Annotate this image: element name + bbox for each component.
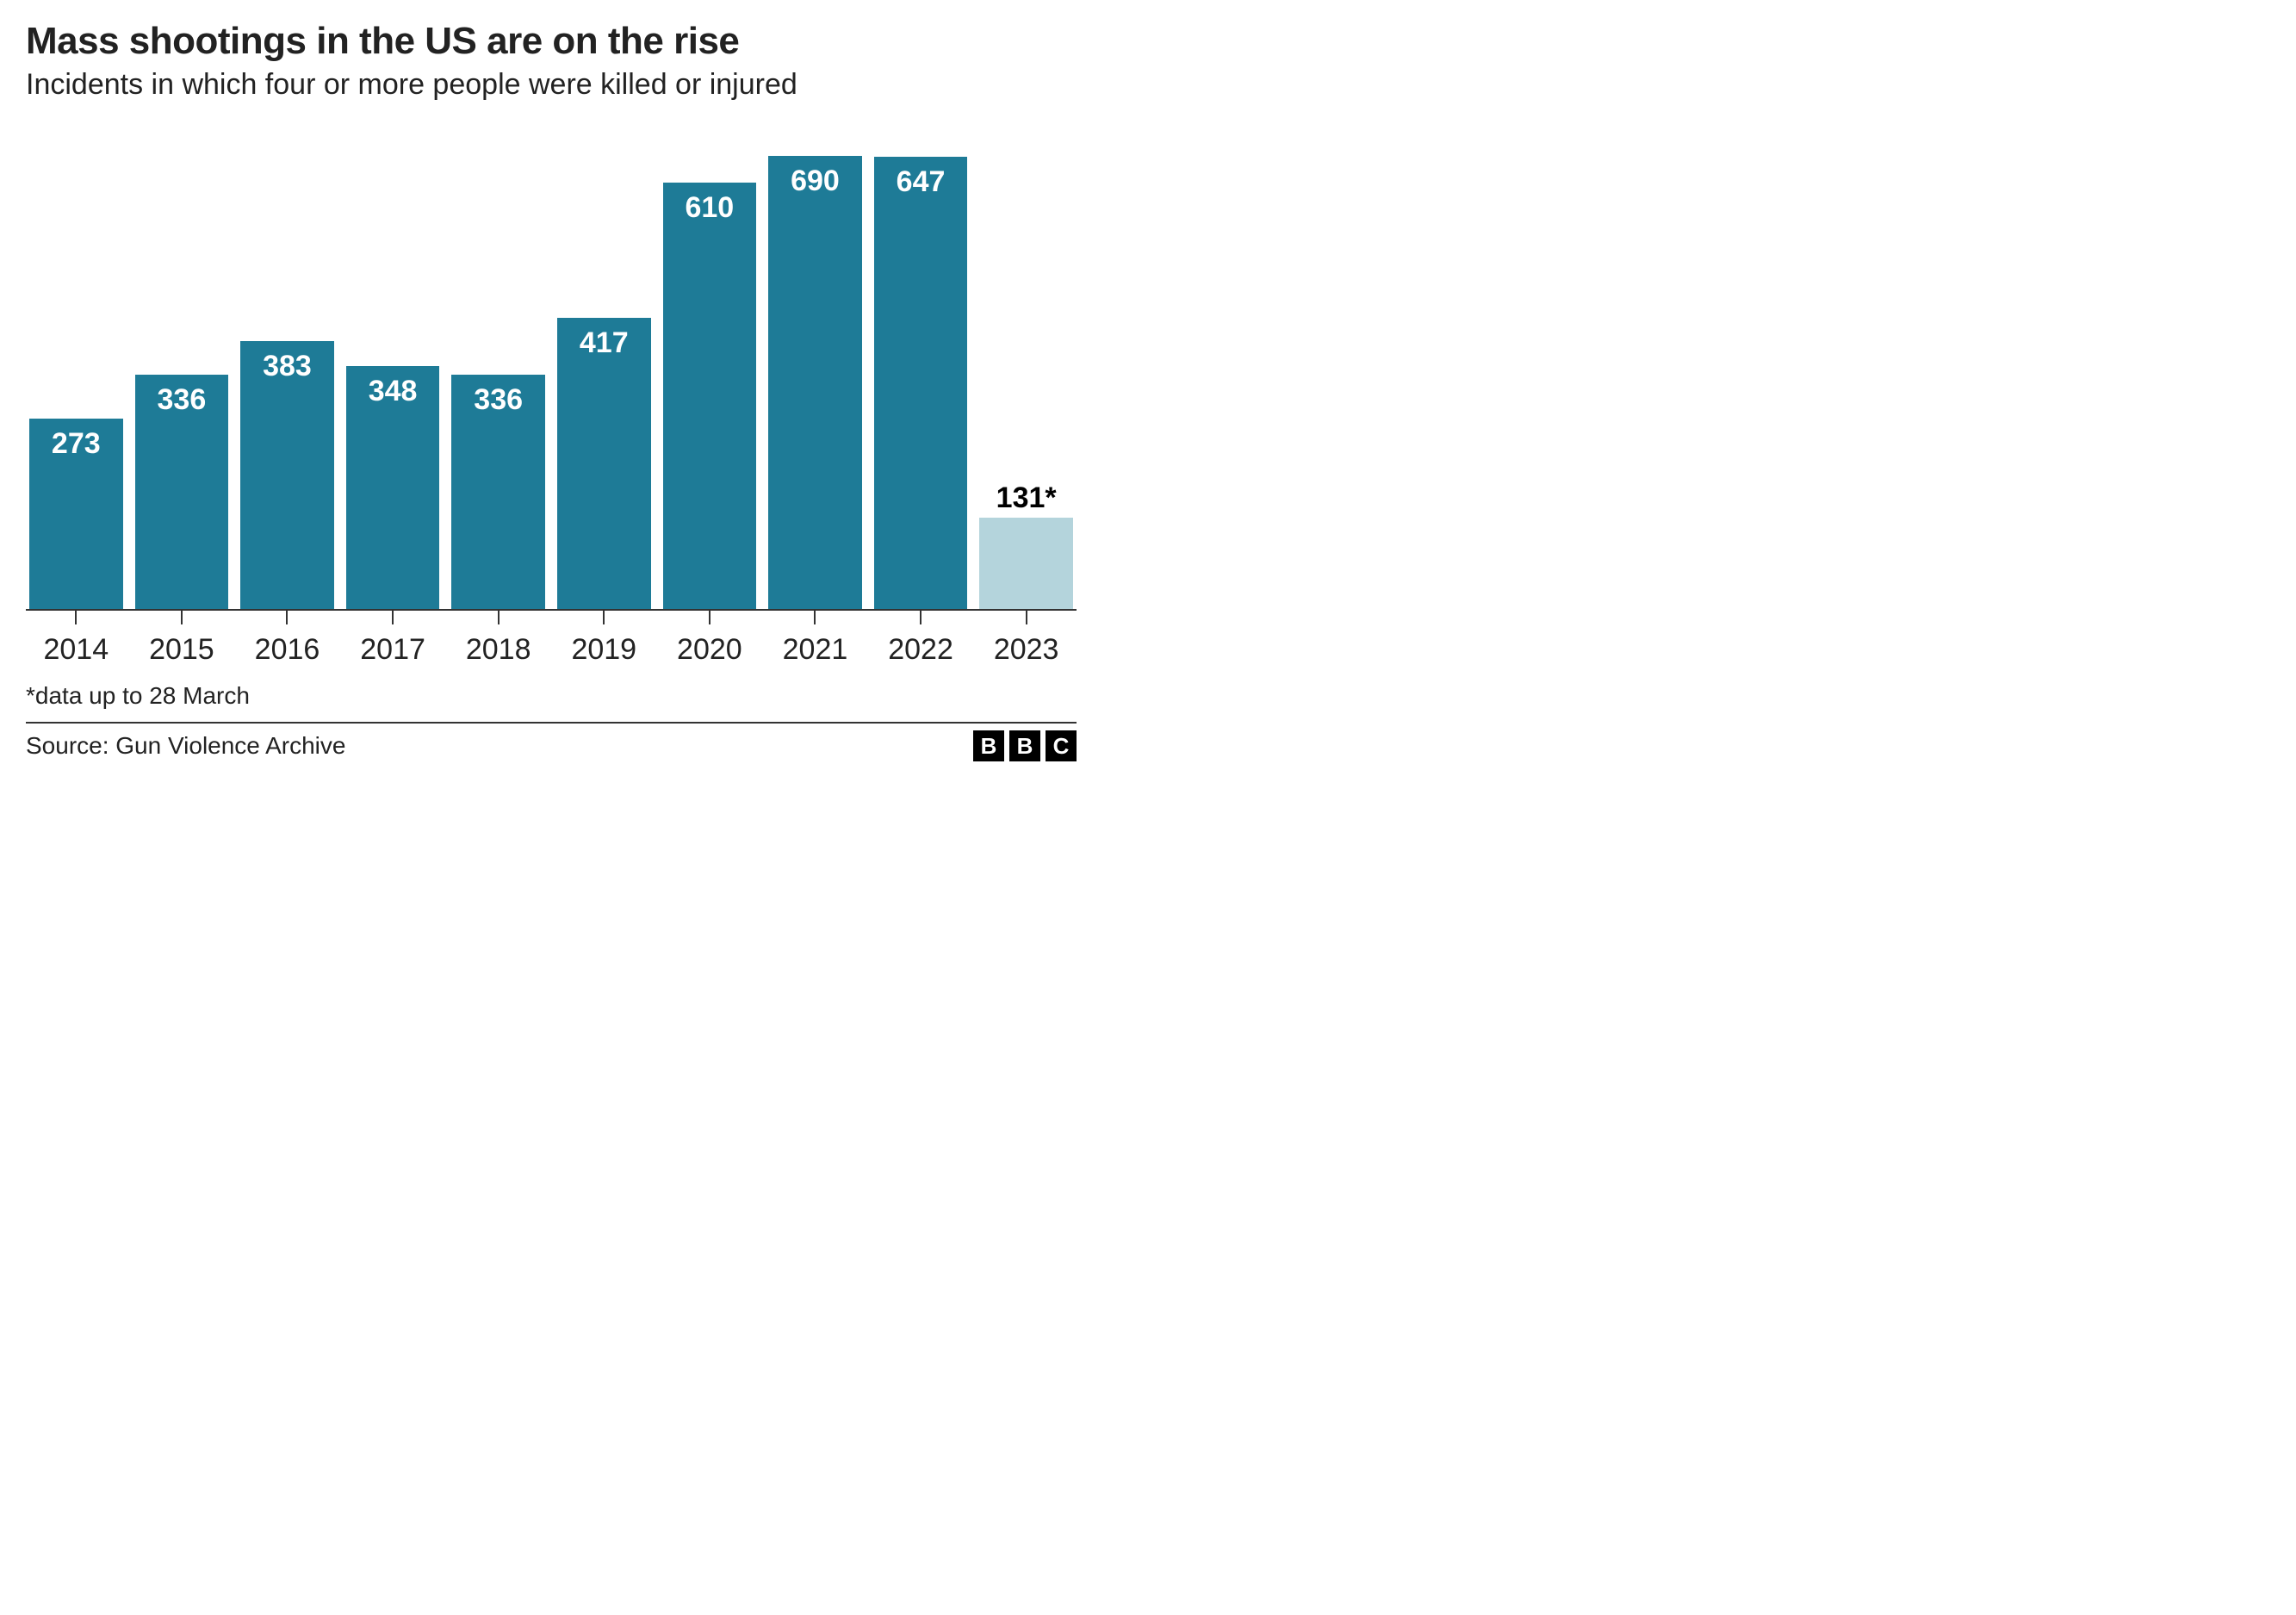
x-tick-label: 2016 (255, 633, 320, 667)
x-tick: 2018 (451, 611, 545, 667)
x-tick-label: 2015 (149, 633, 214, 667)
source-row: Source: Gun Violence Archive BBC (26, 730, 1077, 761)
x-tick-mark (181, 611, 183, 624)
source-text: Source: Gun Violence Archive (26, 732, 345, 760)
bar-slot: 647 (874, 127, 968, 609)
bar-slot: 131* (979, 127, 1073, 609)
bar (557, 318, 651, 609)
x-tick: 2021 (768, 611, 862, 667)
x-tick-label: 2023 (994, 633, 1059, 667)
bar-value-label: 647 (897, 167, 946, 196)
bar-slot: 690 (768, 127, 862, 609)
bar-value-label: 690 (791, 166, 840, 196)
x-tick-label: 2017 (360, 633, 425, 667)
chart-container: Mass shootings in the US are on the rise… (0, 0, 1102, 779)
bbc-logo-letter: B (973, 730, 1004, 761)
x-tick: 2016 (240, 611, 334, 667)
x-tick-mark (603, 611, 605, 624)
chart-footnote: *data up to 28 March (26, 682, 1077, 724)
bar-slot: 348 (346, 127, 440, 609)
bar-plot-area: 273 336 383 348 336 417 610 690 647 131* (26, 127, 1077, 611)
bbc-logo: BBC (973, 730, 1077, 761)
bar-slot: 273 (29, 127, 123, 609)
bbc-logo-letter: C (1046, 730, 1077, 761)
bar-value-label: 348 (369, 376, 418, 406)
x-tick-label: 2019 (571, 633, 636, 667)
x-tick-mark (75, 611, 77, 624)
bar-slot: 417 (557, 127, 651, 609)
x-tick: 2014 (29, 611, 123, 667)
x-tick-label: 2014 (43, 633, 109, 667)
bar-value-label: 336 (474, 385, 523, 414)
x-tick-mark (920, 611, 922, 624)
x-tick-mark (709, 611, 711, 624)
bar-slot: 383 (240, 127, 334, 609)
x-tick-mark (498, 611, 500, 624)
x-tick-label: 2021 (783, 633, 848, 667)
x-tick-mark (286, 611, 288, 624)
bar (768, 156, 862, 609)
x-tick: 2020 (663, 611, 757, 667)
bar-value-label: 131* (996, 483, 1057, 512)
bar-slot: 336 (135, 127, 229, 609)
bar (979, 518, 1073, 609)
bar-slot: 336 (451, 127, 545, 609)
bar-slot: 610 (663, 127, 757, 609)
x-tick: 2019 (557, 611, 651, 667)
x-tick: 2023 (979, 611, 1073, 667)
chart-subtitle: Incidents in which four or more people w… (26, 67, 1077, 102)
x-tick-label: 2018 (466, 633, 531, 667)
bar (874, 157, 968, 609)
bbc-logo-letter: B (1009, 730, 1040, 761)
x-tick: 2017 (346, 611, 440, 667)
bar (663, 183, 757, 609)
bar-value-label: 417 (580, 328, 629, 357)
bar-value-label: 610 (685, 193, 734, 222)
x-tick-label: 2020 (677, 633, 742, 667)
x-tick-mark (392, 611, 394, 624)
bar-value-label: 336 (158, 385, 207, 414)
chart-title: Mass shootings in the US are on the rise (26, 21, 1077, 62)
bar-value-label: 273 (52, 429, 101, 458)
x-tick-label: 2022 (888, 633, 953, 667)
x-tick: 2015 (135, 611, 229, 667)
x-tick-mark (814, 611, 816, 624)
x-tick-mark (1026, 611, 1027, 624)
bar-value-label: 383 (263, 351, 312, 381)
x-tick: 2022 (874, 611, 968, 667)
x-axis: 2014 2015 2016 2017 2018 2019 2020 2021 2022 2023 (26, 611, 1077, 667)
